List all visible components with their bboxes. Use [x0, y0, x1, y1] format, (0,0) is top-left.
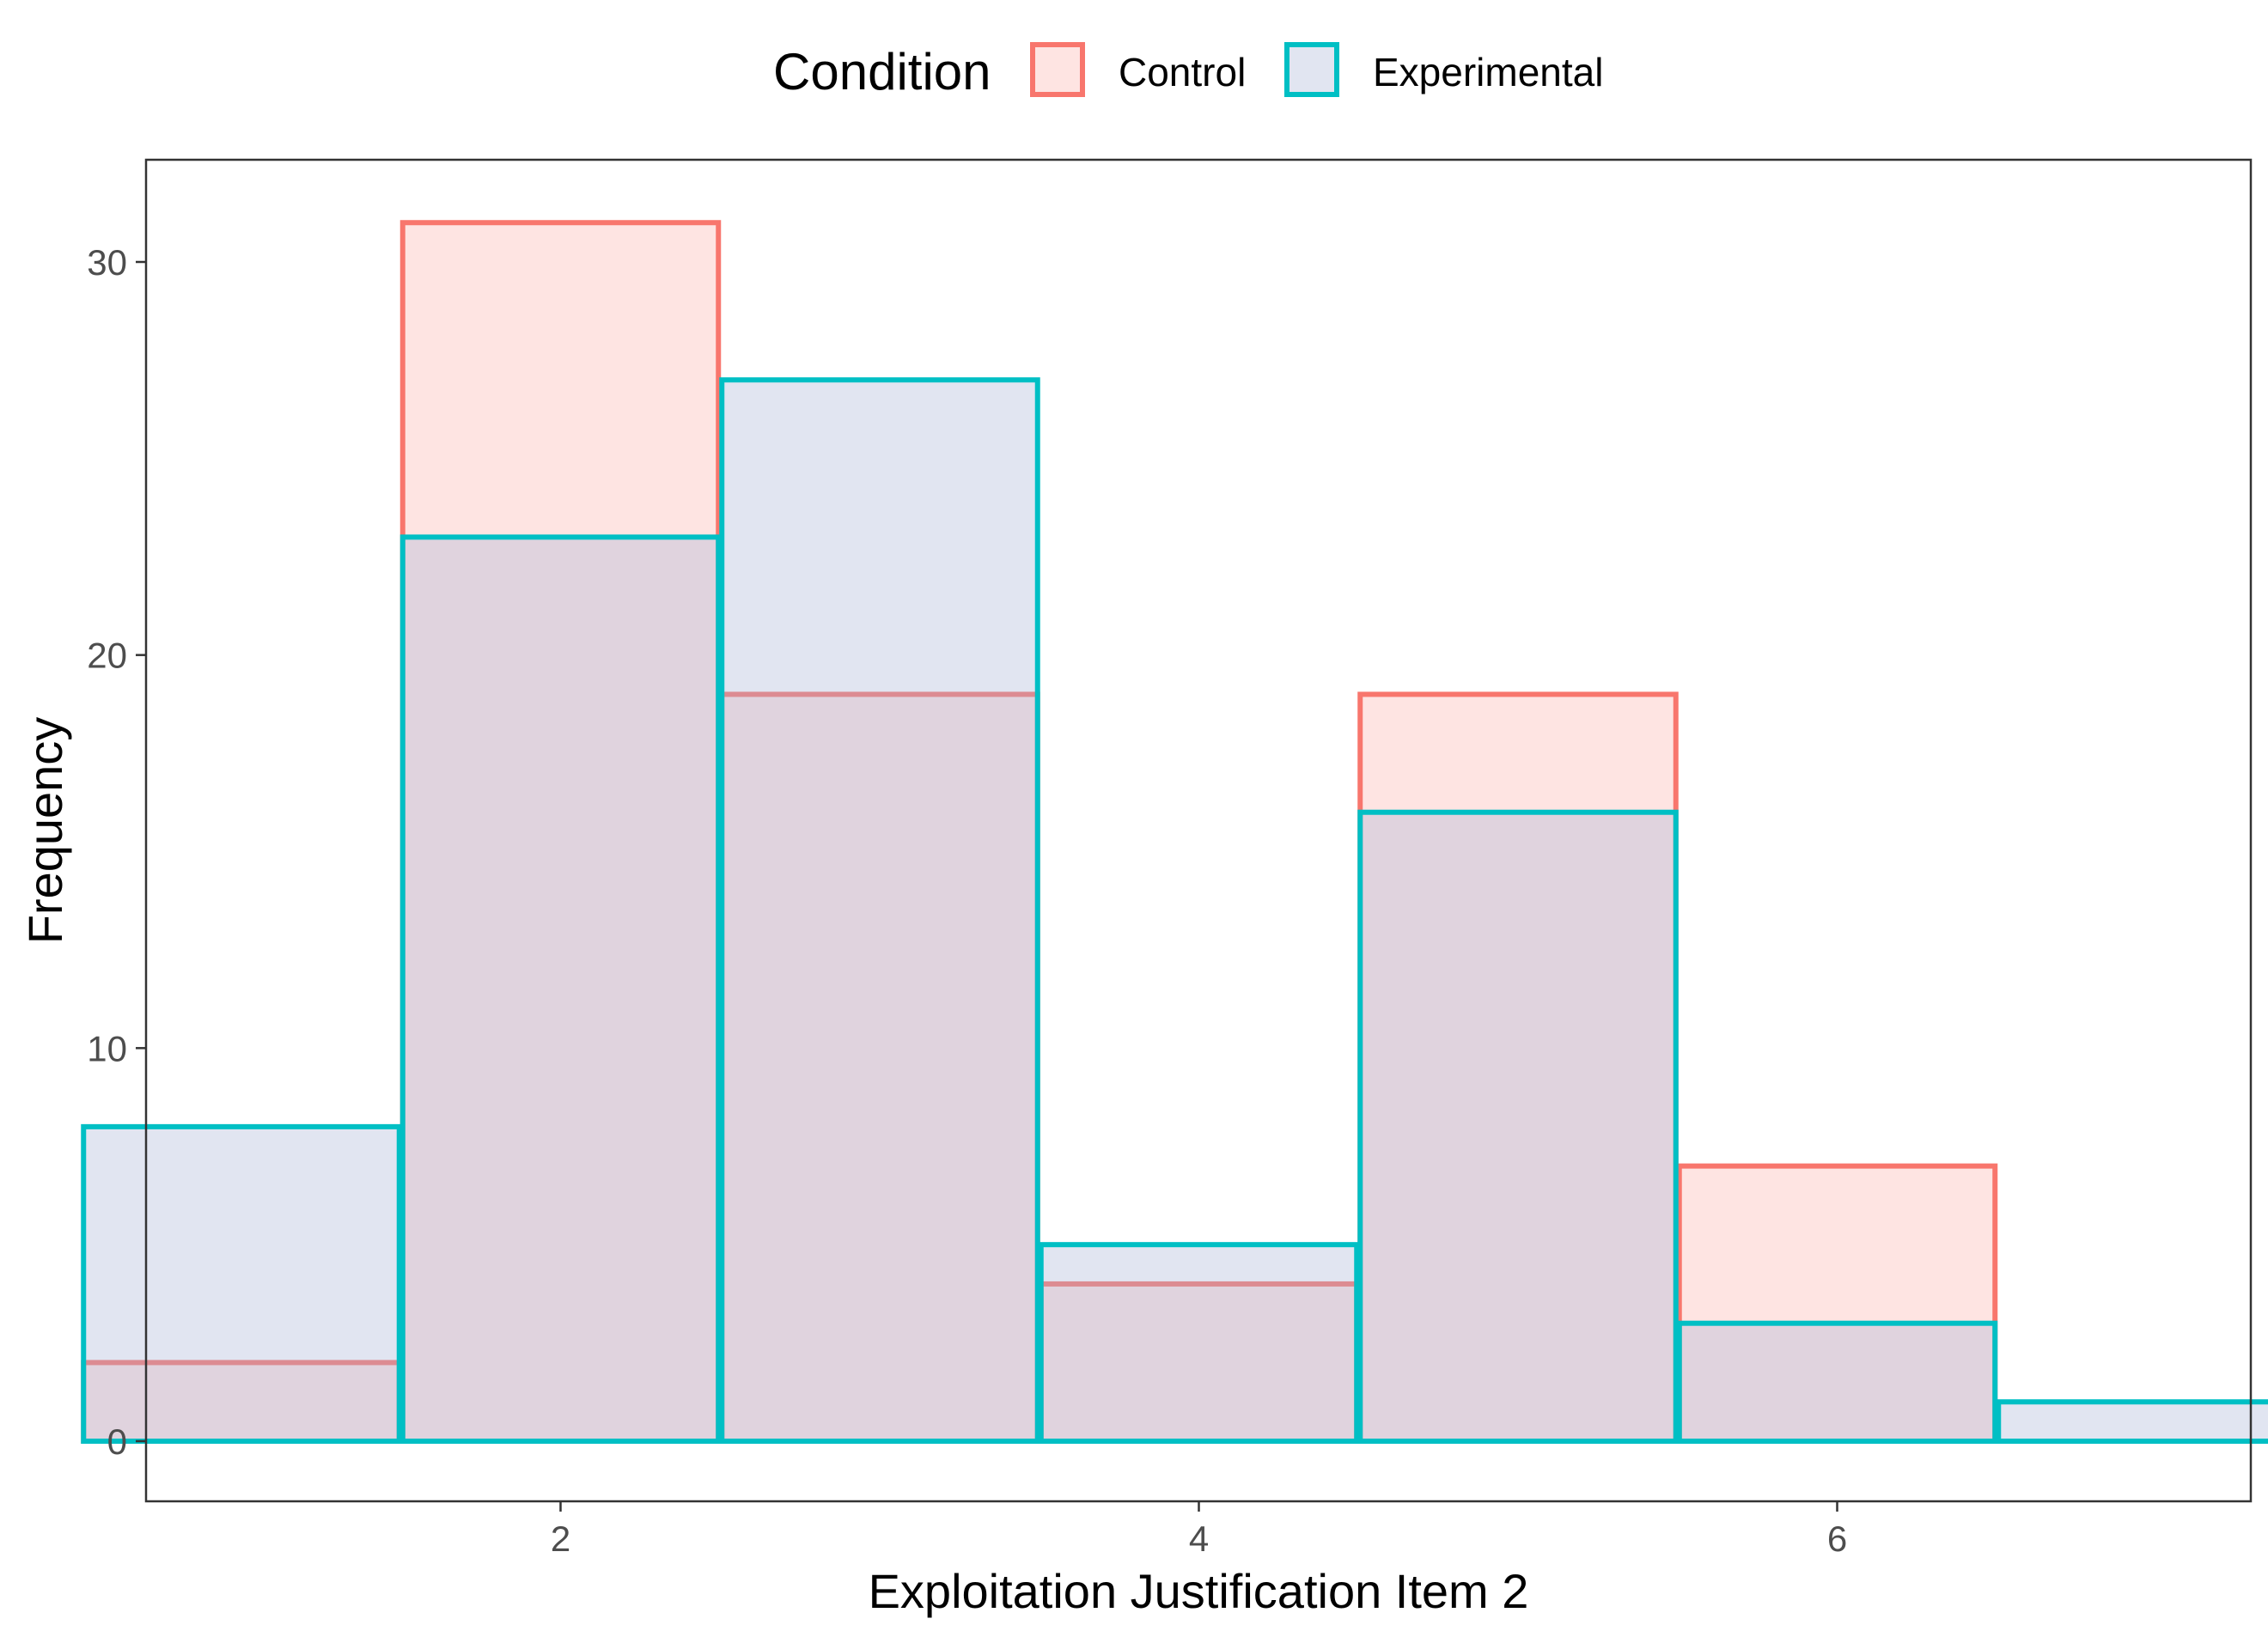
experimental-bar-7	[1996, 1399, 2268, 1444]
y-tick-label-10: 10	[87, 1028, 127, 1068]
legend: Condition Control Experimental	[773, 42, 1603, 100]
legend-key-experimental	[1284, 42, 1339, 97]
x-tick-label-4: 4	[1189, 1518, 1209, 1559]
x-axis: 2 4 6	[551, 1501, 1847, 1559]
y-axis-title: Frequency	[18, 717, 72, 945]
control-series-bars	[81, 220, 1998, 1445]
x-tick-label-6: 6	[1827, 1518, 1847, 1559]
experimental-bar-2	[399, 534, 722, 1444]
experimental-bar-1	[81, 1123, 402, 1445]
legend-key-control	[1030, 42, 1085, 97]
legend-label-control: Control	[1119, 50, 1246, 94]
legend-title: Condition	[773, 43, 991, 100]
experimental-bar-3	[719, 377, 1040, 1444]
legend-items: Control Experimental	[1030, 42, 1603, 97]
experimental-bar-4	[1038, 1242, 1360, 1444]
y-tick-label-30: 30	[87, 242, 127, 283]
legend-label-experimental: Experimental	[1373, 50, 1603, 94]
experimental-series-bars	[81, 377, 2268, 1445]
y-tick-label-20: 20	[87, 636, 127, 676]
y-tick-label-0: 0	[107, 1421, 127, 1462]
experimental-bar-6	[1676, 1320, 1998, 1444]
control-bar-2	[399, 220, 722, 1445]
control-bar-3	[719, 691, 1040, 1444]
x-axis-title: Exploitation Justification Item 2	[869, 1564, 1529, 1618]
x-tick-label-2: 2	[551, 1518, 570, 1559]
control-bar-1	[81, 1360, 402, 1445]
experimental-bar-5	[1357, 809, 1679, 1444]
y-axis: 0 10 20 30	[87, 242, 146, 1462]
